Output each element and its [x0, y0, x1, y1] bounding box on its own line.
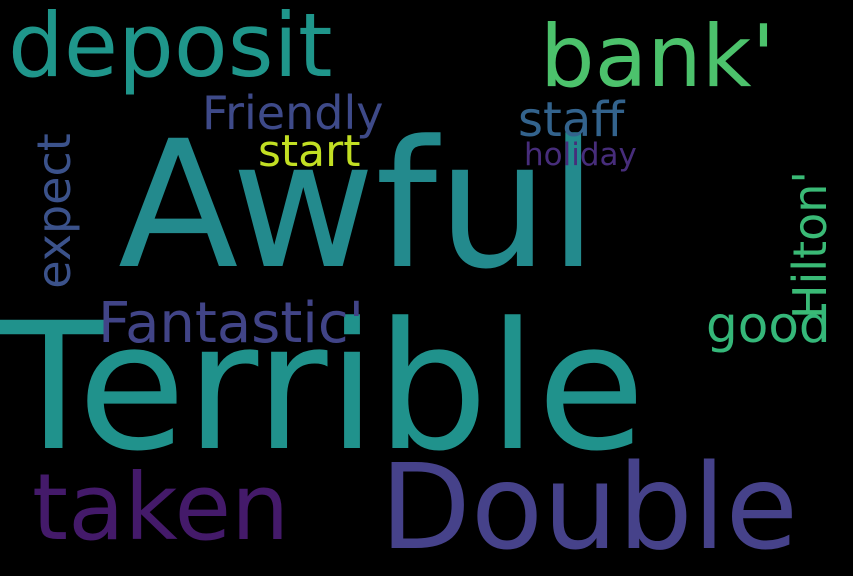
word-bank: bank'	[540, 7, 776, 107]
word-deposit: deposit	[8, 0, 333, 97]
word-taken: taken	[32, 454, 290, 561]
word-friendly: Friendly	[202, 86, 384, 140]
word-double: Double	[380, 438, 799, 576]
word-staff: staff	[518, 92, 625, 148]
word-good: good	[706, 296, 831, 354]
word-awful: Awful	[118, 103, 598, 308]
word-holiday: holiday	[524, 137, 637, 173]
word-terrible: Terrible	[0, 285, 646, 490]
word-start: start	[258, 126, 361, 177]
word-fantastic: Fantastic'	[98, 291, 365, 356]
word-expect: expect	[26, 133, 81, 289]
